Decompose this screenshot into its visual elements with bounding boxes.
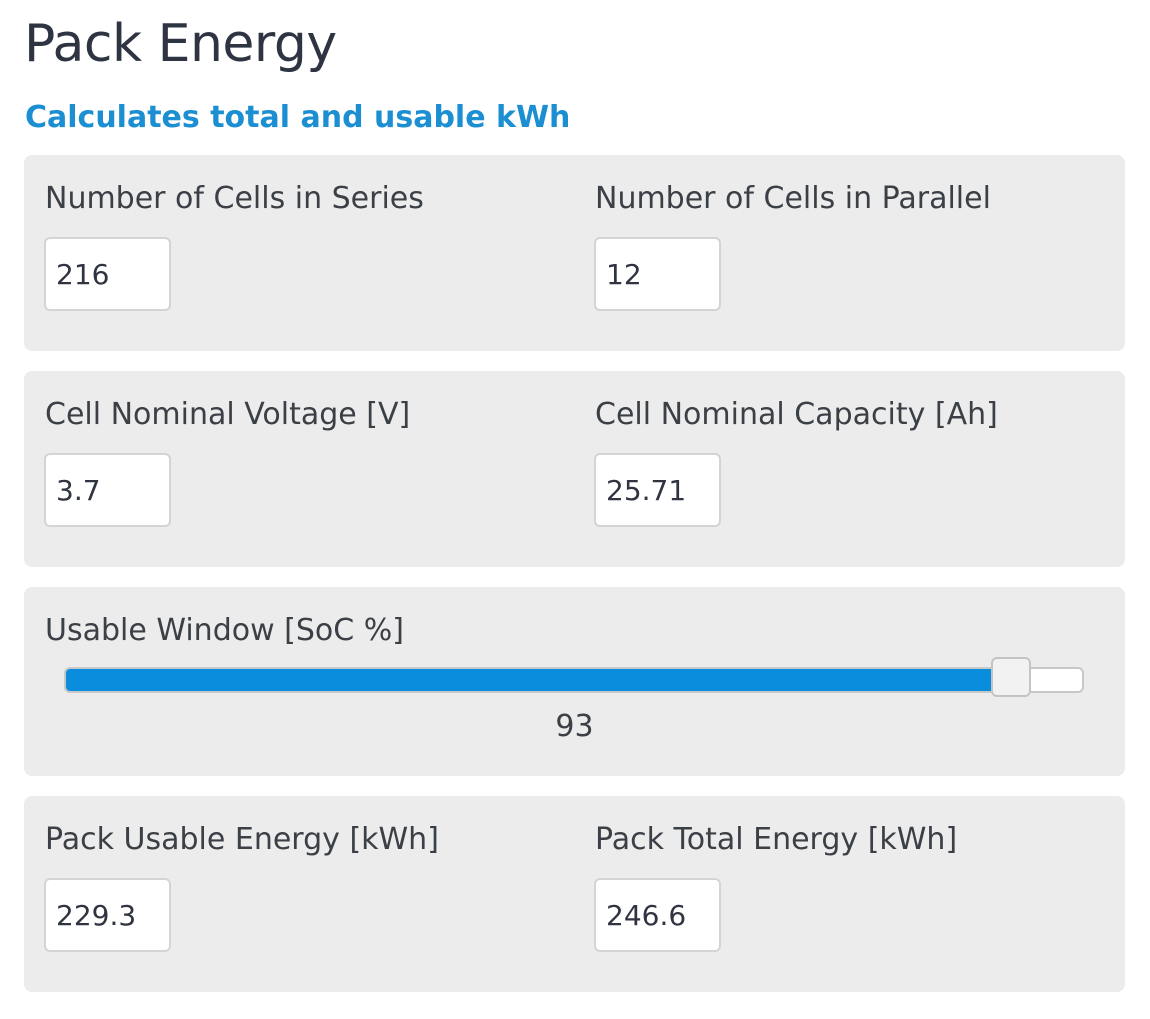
usable-window-value: 93 (555, 709, 594, 744)
cell-capacity-input[interactable] (594, 453, 721, 527)
cell-voltage-input[interactable] (44, 453, 171, 527)
usable-window-slider[interactable] (64, 657, 1084, 697)
usable-energy-label: Pack Usable Energy [kWh] (45, 822, 439, 857)
cells-series-label: Number of Cells in Series (45, 181, 424, 216)
page-subtitle: Calculates total and usable kWh (25, 100, 571, 135)
cell-count-panel: Number of Cells in Series Number of Cell… (24, 155, 1125, 351)
cells-series-input[interactable] (44, 237, 171, 311)
usable-energy-input[interactable] (44, 878, 171, 952)
usable-window-label: Usable Window [SoC %] (45, 613, 404, 648)
cells-parallel-input[interactable] (594, 237, 721, 311)
usable-window-panel: Usable Window [SoC %] 93 (24, 587, 1125, 776)
slider-handle[interactable] (991, 657, 1031, 697)
cell-voltage-label: Cell Nominal Voltage [V] (45, 397, 411, 432)
total-energy-input[interactable] (594, 878, 721, 952)
total-energy-label: Pack Total Energy [kWh] (595, 822, 958, 857)
page-title: Pack Energy (24, 14, 337, 74)
cells-parallel-label: Number of Cells in Parallel (595, 181, 991, 216)
cell-capacity-label: Cell Nominal Capacity [Ah] (595, 397, 998, 432)
slider-fill (66, 669, 1011, 691)
results-panel: Pack Usable Energy [kWh] Pack Total Ener… (24, 796, 1125, 992)
cell-specs-panel: Cell Nominal Voltage [V] Cell Nominal Ca… (24, 371, 1125, 567)
